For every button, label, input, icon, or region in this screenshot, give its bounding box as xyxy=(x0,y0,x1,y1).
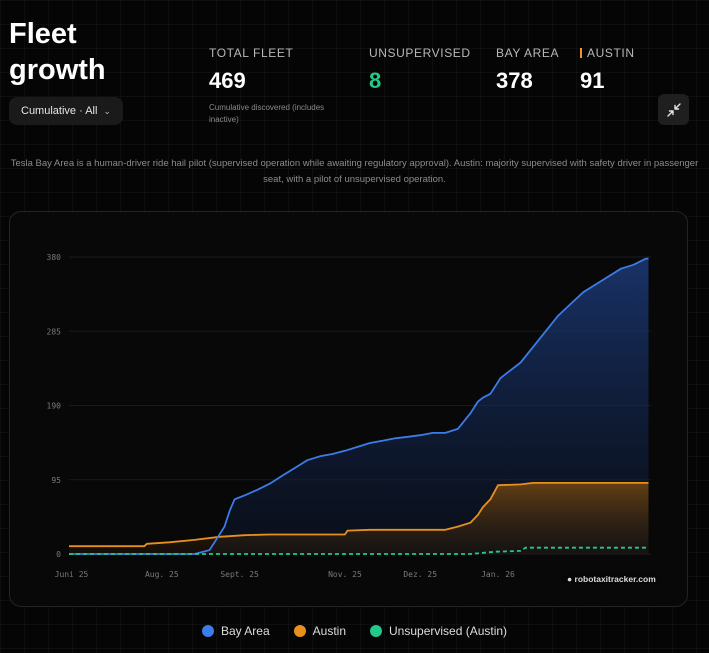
legend-item-austin[interactable]: Austin xyxy=(293,624,346,638)
legend-label: Bay Area xyxy=(220,624,270,638)
stat-austin: AUSTIN 91 xyxy=(580,46,635,94)
chart-note: Tesla Bay Area is a human-driver ride ha… xyxy=(10,158,699,185)
legend-item-unsupervised[interactable]: Unsupervised (Austin) xyxy=(370,624,507,638)
bay-area-dot-icon xyxy=(201,625,214,637)
y-tick-label: 190 xyxy=(47,402,62,411)
fleet-growth-chart: 0 95 190 285 380 Juni 25 Aug. 25 Sept. 25 Nov. 2… xyxy=(47,253,651,579)
collapse-button[interactable] xyxy=(658,94,689,125)
legend-label: Unsupervised (Austin) xyxy=(389,624,508,638)
stat-label: TOTAL FLEET xyxy=(209,46,294,60)
chevron-down-icon: ⌄ xyxy=(103,105,111,116)
stat-bay-area: BAY AREA 378 xyxy=(496,46,559,94)
bay-area-fill xyxy=(69,258,649,554)
y-tick-label: 285 xyxy=(47,327,62,336)
watermark-dot-icon: ● xyxy=(567,574,573,584)
y-tick-label: 95 xyxy=(51,476,61,485)
x-tick-label: Sept. 25 xyxy=(220,570,259,579)
legend-item-bay-area[interactable]: Bay Area xyxy=(201,624,270,638)
watermark: ● robotaxitracker.com xyxy=(562,572,661,586)
stat-label: BAY AREA xyxy=(496,46,560,60)
stat-unsupervised: UNSUPERVISED 8 xyxy=(369,46,471,94)
chart-legend: Bay Area Austin Unsupervised (Austin) xyxy=(0,624,709,638)
legend-label: Austin xyxy=(312,624,346,638)
stat-value: 91 xyxy=(580,68,605,93)
y-tick-label: 0 xyxy=(56,550,61,559)
austin-series-line xyxy=(69,482,649,548)
x-tick-label: Nov. 25 xyxy=(328,570,362,579)
collapse-icon xyxy=(666,102,681,117)
stat-value: 8 xyxy=(369,68,382,93)
page-title: Fleet growth xyxy=(9,18,106,86)
stat-total-fleet: TOTAL FLEET 469 Cumulative discovered (i… xyxy=(209,46,339,126)
watermark-text: robotaxitracker.com xyxy=(574,574,656,584)
unsupervised-series-line xyxy=(69,546,649,555)
stat-label: AUSTIN xyxy=(587,46,635,60)
x-tick-label: Aug. 25 xyxy=(145,570,179,579)
x-tick-label: Juni 25 xyxy=(55,570,89,579)
stat-value: 378 xyxy=(496,68,533,93)
austin-area-fill xyxy=(69,482,649,554)
stat-subtext: Cumulative discovered (includes inactive… xyxy=(209,103,325,124)
view-filter-dropdown[interactable]: Cumulative · All ⌄ xyxy=(9,97,123,125)
stat-value: 469 xyxy=(209,68,246,93)
stat-label: UNSUPERVISED xyxy=(369,46,471,60)
y-tick-label: 380 xyxy=(47,253,62,262)
x-tick-label: Dez. 25 xyxy=(403,570,437,579)
austin-marker-icon xyxy=(580,48,582,58)
unsupervised-dot-icon xyxy=(370,625,382,637)
austin-dot-icon xyxy=(293,625,306,637)
bay-area-series-line xyxy=(69,257,649,555)
x-tick-label: Jan. 26 xyxy=(481,570,515,579)
filter-label: Cumulative · All xyxy=(21,105,98,117)
